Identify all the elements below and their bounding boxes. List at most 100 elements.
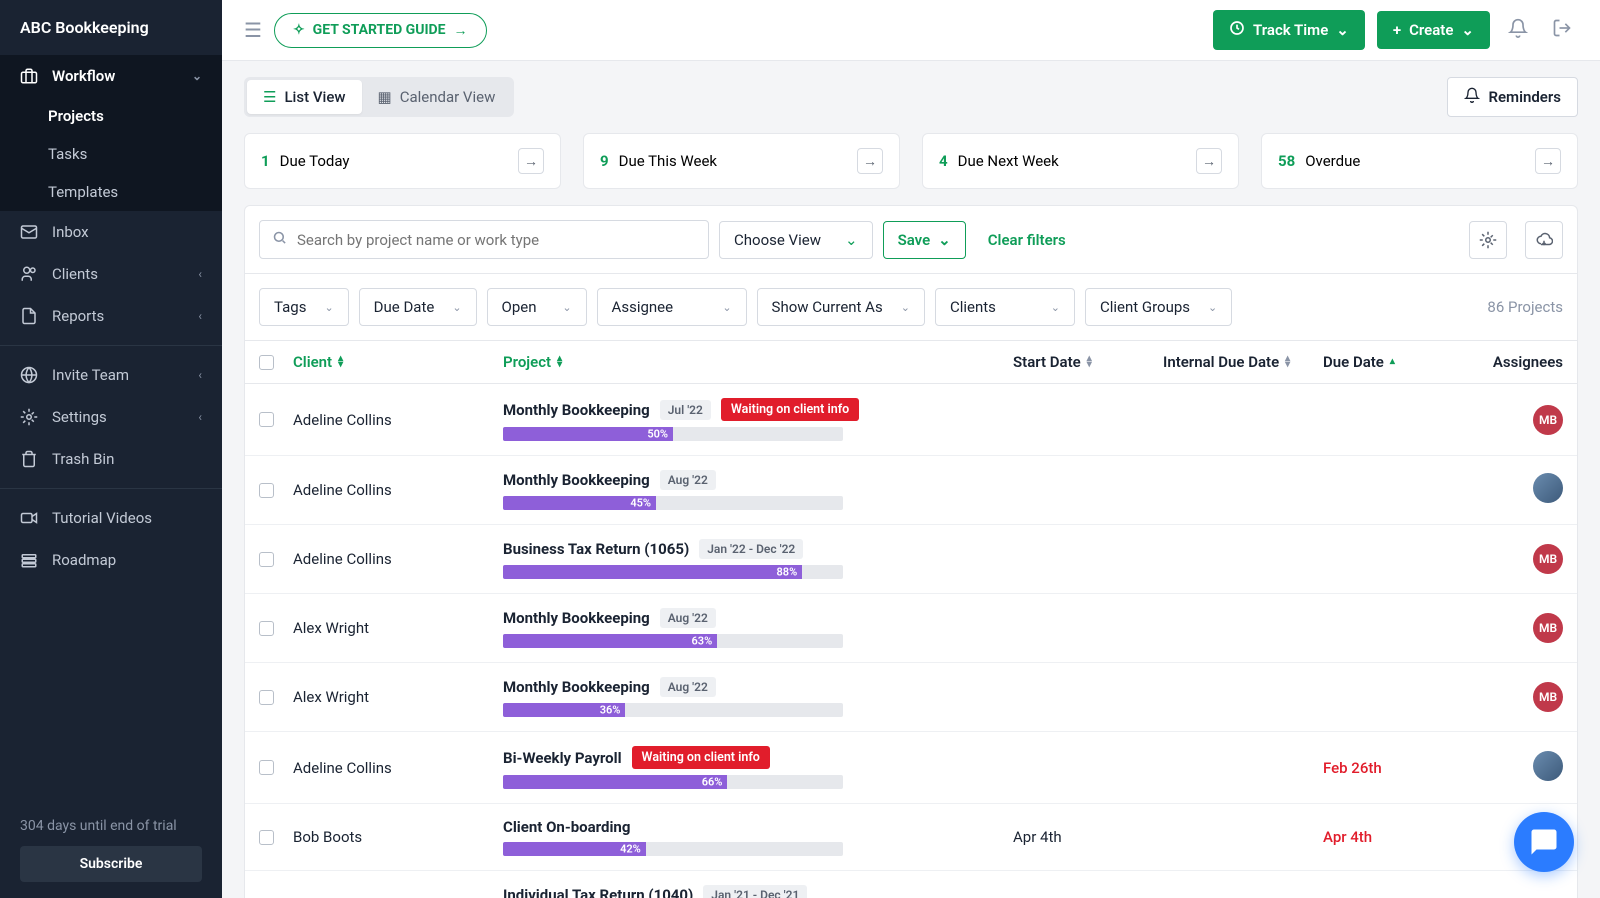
tab-calendar-view[interactable]: ▦ Calendar View <box>362 80 512 114</box>
progress-label: 42% <box>620 843 641 856</box>
tab-list-view[interactable]: ☰ List View <box>247 80 362 114</box>
nav-trash[interactable]: Trash Bin <box>0 438 222 480</box>
cell-assignees: MB <box>1473 613 1563 643</box>
row-checkbox[interactable] <box>259 552 274 567</box>
th-client[interactable]: Client▴▾ <box>293 353 343 371</box>
summary-card[interactable]: 9Due This Week→ <box>583 133 900 189</box>
summary-card[interactable]: 4Due Next Week→ <box>922 133 1239 189</box>
list-icon: ☰ <box>263 88 276 106</box>
cell-assignees: MB <box>1473 405 1563 435</box>
table-row[interactable]: Adeline Collins Monthly Bookkeeping Jul … <box>245 384 1577 456</box>
row-checkbox[interactable] <box>259 621 274 636</box>
filter-show-as[interactable]: Show Current As⌄ <box>757 288 925 326</box>
subscribe-button[interactable]: Subscribe <box>20 846 202 882</box>
globe-icon <box>20 366 38 384</box>
tab-list-label: List View <box>284 88 345 106</box>
nav-tutorial-label: Tutorial Videos <box>52 509 152 527</box>
search-box[interactable] <box>259 220 709 259</box>
card-label: Overdue <box>1305 152 1360 170</box>
th-internal[interactable]: Internal Due Date▴▾ <box>1163 353 1290 371</box>
choose-view-dropdown[interactable]: Choose View ⌄ <box>719 221 873 259</box>
choose-view-label: Choose View <box>734 231 821 249</box>
card-label: Due Next Week <box>958 152 1059 170</box>
nav-reports[interactable]: Reports ‹ <box>0 295 222 337</box>
cloud-download-button[interactable] <box>1525 221 1563 259</box>
content: ☰ List View ▦ Calendar View Reminders 1D… <box>222 61 1600 898</box>
th-due[interactable]: Due Date▴ <box>1323 353 1395 371</box>
status-badge: Waiting on client info <box>721 398 859 421</box>
menu-toggle-icon[interactable]: ☰ <box>244 18 262 42</box>
progress-bar: 88% <box>503 565 843 579</box>
get-started-button[interactable]: ✧ GET STARTED GUIDE → <box>274 13 487 48</box>
nav-settings[interactable]: Settings ‹ <box>0 396 222 438</box>
nav-templates[interactable]: Templates <box>0 173 222 211</box>
progress-label: 36% <box>600 704 621 717</box>
nav-tutorial[interactable]: Tutorial Videos <box>0 497 222 539</box>
summary-card[interactable]: 1Due Today→ <box>244 133 561 189</box>
table-row[interactable]: Bob Boots Client On-boarding 42% Apr 4th… <box>245 804 1577 871</box>
nav-invite-team[interactable]: Invite Team ‹ <box>0 354 222 396</box>
nav-inbox[interactable]: Inbox <box>0 211 222 253</box>
chevron-down-icon: ⌄ <box>1208 301 1217 314</box>
filter-clients[interactable]: Clients⌄ <box>935 288 1075 326</box>
table-row[interactable]: Alex Wright Monthly Bookkeeping Aug '22 … <box>245 663 1577 732</box>
sidebar: ABC Bookkeeping Workflow ⌄ Projects Task… <box>0 0 222 898</box>
filter-due-date[interactable]: Due Date⌄ <box>359 288 477 326</box>
create-button[interactable]: + Create ⌄ <box>1377 11 1490 49</box>
progress-label: 45% <box>630 497 651 510</box>
table-row[interactable]: Adeline Collins Business Tax Return (106… <box>245 525 1577 594</box>
reminders-label: Reminders <box>1488 88 1561 106</box>
logout-button[interactable] <box>1546 12 1578 49</box>
nav-clients-label: Clients <box>52 265 98 283</box>
row-checkbox[interactable] <box>259 760 274 775</box>
arrow-right-icon[interactable]: → <box>857 148 883 174</box>
table-row[interactable]: Adeline Collins Bi-Weekly Payroll Waitin… <box>245 732 1577 804</box>
row-checkbox[interactable] <box>259 483 274 498</box>
filter-open[interactable]: Open⌄ <box>487 288 587 326</box>
table-row[interactable]: Bill Gates Individual Tax Return (1040) … <box>245 871 1577 898</box>
settings-gear-button[interactable] <box>1469 221 1507 259</box>
avatar: MB <box>1533 682 1563 712</box>
summary-card[interactable]: 58Overdue→ <box>1261 133 1578 189</box>
nav-workflow[interactable]: Workflow ⌄ <box>0 55 222 97</box>
table-header: Client▴▾ Project▴▾ Start Date▴▾ Internal… <box>245 341 1577 384</box>
filter-assignee[interactable]: Assignee⌄ <box>597 288 747 326</box>
create-label: Create <box>1409 21 1453 39</box>
reminders-button[interactable]: Reminders <box>1447 77 1578 117</box>
nav-reports-label: Reports <box>52 307 104 325</box>
filter-client-groups[interactable]: Client Groups⌄ <box>1085 288 1232 326</box>
th-project[interactable]: Project▴▾ <box>503 353 562 371</box>
save-label: Save <box>898 231 931 249</box>
table-row[interactable]: Adeline Collins Monthly Bookkeeping Aug … <box>245 456 1577 525</box>
track-time-button[interactable]: Track Time ⌄ <box>1213 10 1365 50</box>
nav-tasks[interactable]: Tasks <box>0 135 222 173</box>
row-checkbox[interactable] <box>259 412 274 427</box>
nav-projects[interactable]: Projects <box>0 97 222 135</box>
sort-icon: ▴▾ <box>557 356 562 368</box>
save-button[interactable]: Save ⌄ <box>883 221 966 259</box>
toolbar-panel: Choose View ⌄ Save ⌄ Clear filters Tags⌄… <box>244 205 1578 898</box>
cell-project: Business Tax Return (1065) Jan '22 - Dec… <box>503 539 1013 579</box>
chat-fab[interactable] <box>1514 812 1574 872</box>
arrow-right-icon[interactable]: → <box>1196 148 1222 174</box>
search-input[interactable] <box>297 231 696 249</box>
th-start[interactable]: Start Date▴▾ <box>1013 353 1092 371</box>
nav-clients[interactable]: Clients ‹ <box>0 253 222 295</box>
project-count: 86 Projects <box>1487 298 1563 316</box>
cell-assignees <box>1473 751 1563 785</box>
sort-icon: ▴▾ <box>1087 356 1092 368</box>
row-checkbox[interactable] <box>259 830 274 845</box>
view-row: ☰ List View ▦ Calendar View Reminders <box>222 61 1600 117</box>
notifications-button[interactable] <box>1502 12 1534 49</box>
cell-assignees <box>1473 473 1563 507</box>
arrow-right-icon[interactable]: → <box>1535 148 1561 174</box>
filter-tags[interactable]: Tags⌄ <box>259 288 349 326</box>
clear-filters-link[interactable]: Clear filters <box>988 231 1066 249</box>
card-count: 9 <box>600 152 609 170</box>
project-period-tag: Aug '22 <box>660 677 716 697</box>
arrow-right-icon[interactable]: → <box>518 148 544 174</box>
select-all-checkbox[interactable] <box>259 355 274 370</box>
nav-roadmap[interactable]: Roadmap <box>0 539 222 581</box>
row-checkbox[interactable] <box>259 690 274 705</box>
table-row[interactable]: Alex Wright Monthly Bookkeeping Aug '22 … <box>245 594 1577 663</box>
